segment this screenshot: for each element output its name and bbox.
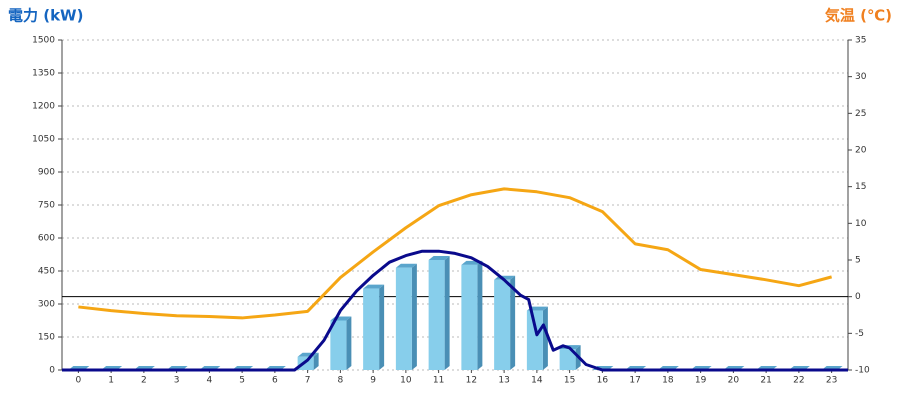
bar: [526, 306, 548, 370]
bar: [428, 256, 450, 370]
x-tick-label: 19: [695, 376, 707, 386]
x-tick-label: 0: [76, 376, 82, 386]
y-tick-label: 1350: [32, 69, 55, 79]
bar-side: [477, 260, 483, 370]
y-tick-label: 1500: [32, 36, 55, 46]
y-tick-label: 1050: [32, 135, 55, 145]
bar: [363, 284, 385, 370]
y-tick-label: 0: [49, 366, 55, 376]
y2-axis-title: 気温 (℃): [825, 7, 892, 25]
x-tick-label: 16: [597, 376, 609, 386]
y2-tick-label: 15: [855, 182, 866, 192]
y2-tick-label: -5: [855, 329, 864, 339]
x-tick-label: 8: [338, 376, 344, 386]
x-tick-label: 17: [629, 376, 640, 386]
x-tick-label: 5: [239, 376, 245, 386]
x-tick-label: 7: [305, 376, 311, 386]
y2-tick-label: 10: [855, 219, 867, 229]
bar-front: [559, 349, 576, 370]
bar-front: [526, 310, 543, 370]
x-tick-label: 12: [466, 376, 477, 386]
y2-tick-label: -10: [855, 366, 870, 376]
bar: [395, 263, 417, 370]
x-tick-label: 18: [662, 376, 674, 386]
x-tick-label: 6: [272, 376, 278, 386]
y-tick-label: 900: [38, 168, 55, 178]
bar-top: [363, 284, 385, 289]
bar-top: [395, 263, 417, 268]
x-tick-label: 15: [564, 376, 575, 386]
bar-front: [363, 288, 380, 370]
bar-front: [330, 320, 347, 370]
bar-top: [428, 256, 450, 260]
y-tick-label: 300: [38, 300, 55, 310]
bar-side: [346, 316, 352, 370]
bar: [297, 352, 319, 370]
y-tick-label: 450: [38, 267, 55, 277]
x-tick-label: 23: [826, 376, 837, 386]
y-tick-label: 150: [38, 333, 55, 343]
y2-tick-label: 5: [855, 256, 861, 266]
bar-side: [510, 275, 516, 370]
y2-tick-label: 20: [855, 146, 867, 156]
line: [78, 187, 833, 320]
bar-side: [411, 263, 417, 370]
bar-side: [313, 352, 319, 370]
y-axis-title: 電力 (kW): [8, 7, 83, 25]
y2-tick-label: 30: [855, 72, 867, 82]
y2-tick-label: 25: [855, 109, 866, 119]
bar-front: [494, 279, 511, 370]
bar: [494, 275, 516, 370]
x-tick-label: 9: [370, 376, 376, 386]
x-tick-label: 1: [108, 376, 114, 386]
bar-side: [379, 284, 385, 370]
bar-front: [428, 260, 445, 370]
y-tick-label: 1200: [32, 102, 55, 112]
x-tick-label: 13: [498, 376, 509, 386]
y-tick-label: 750: [38, 201, 55, 211]
x-tick-label: 20: [728, 376, 740, 386]
x-tick-label: 11: [433, 376, 444, 386]
x-tick-label: 3: [174, 376, 180, 386]
x-tick-label: 22: [793, 376, 804, 386]
bar-side: [444, 256, 450, 370]
bar: [330, 316, 352, 370]
x-tick-label: 14: [531, 376, 543, 386]
y2-tick-label: 35: [855, 36, 866, 46]
y-tick-label: 600: [38, 234, 55, 244]
x-tick-label: 21: [760, 376, 771, 386]
bar: [461, 260, 483, 370]
x-tick-label: 2: [141, 376, 147, 386]
bar-front: [461, 264, 478, 370]
bar-front: [395, 267, 412, 370]
x-tick-label: 10: [400, 376, 412, 386]
line: [62, 249, 848, 372]
y2-tick-label: 0: [855, 292, 861, 302]
x-tick-label: 4: [207, 376, 213, 386]
bar-side: [542, 306, 548, 370]
